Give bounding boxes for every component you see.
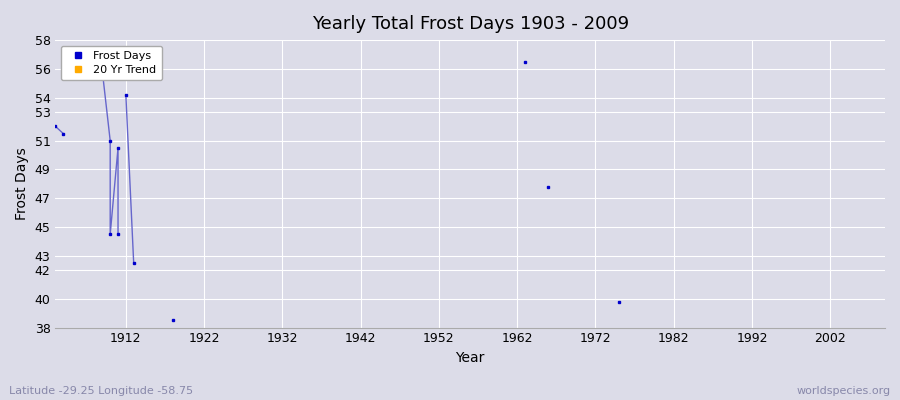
Title: Yearly Total Frost Days 1903 - 2009: Yearly Total Frost Days 1903 - 2009 bbox=[311, 15, 629, 33]
Y-axis label: Frost Days: Frost Days bbox=[15, 148, 29, 220]
Text: worldspecies.org: worldspecies.org bbox=[796, 386, 891, 396]
Text: Latitude -29.25 Longitude -58.75: Latitude -29.25 Longitude -58.75 bbox=[9, 386, 194, 396]
Legend: Frost Days, 20 Yr Trend: Frost Days, 20 Yr Trend bbox=[61, 46, 162, 80]
X-axis label: Year: Year bbox=[455, 351, 485, 365]
